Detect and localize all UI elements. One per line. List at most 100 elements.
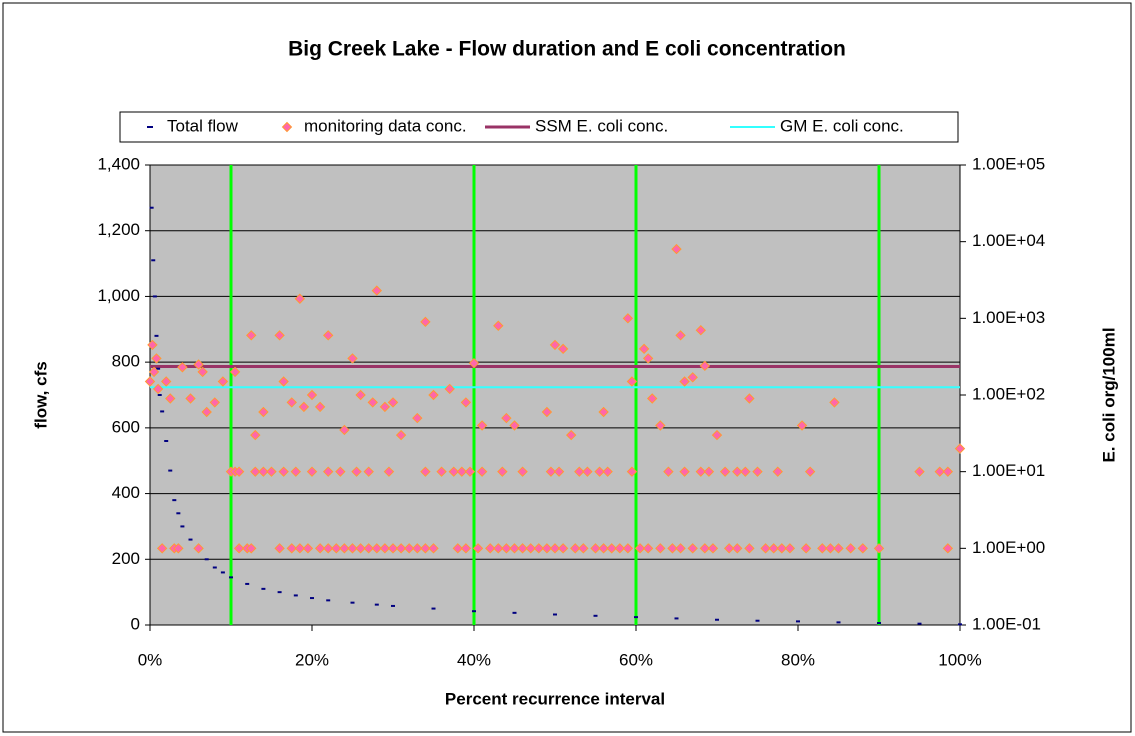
sample-point xyxy=(278,376,289,387)
sample-point xyxy=(403,543,415,554)
sample-point xyxy=(634,543,646,554)
x-tick-label: 80% xyxy=(781,650,815,669)
sample-point xyxy=(472,543,484,554)
sample-point xyxy=(626,466,638,477)
sample-point xyxy=(760,543,771,554)
sample-point xyxy=(501,412,512,424)
sample-point xyxy=(695,325,707,336)
sample-point xyxy=(229,366,241,378)
sample-point xyxy=(371,285,383,296)
sample-point xyxy=(768,543,779,554)
sample-point xyxy=(476,466,488,477)
y2-tick-label: 1.00E+04 xyxy=(972,231,1045,250)
sample-point xyxy=(412,412,423,424)
sample-point xyxy=(420,316,431,328)
sample-point xyxy=(152,383,164,395)
sample-point xyxy=(383,466,395,477)
sample-point xyxy=(460,397,472,408)
y2-tick-label: 1.00E+01 xyxy=(972,461,1045,480)
legend-label: GM E. coli conc. xyxy=(780,116,904,135)
sample-point xyxy=(509,543,520,554)
sample-point xyxy=(711,429,723,441)
sample-point xyxy=(545,466,557,477)
sample-point xyxy=(355,389,366,401)
sample-point xyxy=(367,397,378,408)
sample-point xyxy=(687,372,698,383)
sample-point xyxy=(322,543,334,554)
sample-point xyxy=(151,353,162,364)
sample-point xyxy=(679,376,690,387)
sample-point xyxy=(460,543,472,554)
sample-point xyxy=(804,466,816,477)
sample-point xyxy=(286,543,297,554)
sample-point xyxy=(468,357,480,369)
sample-point xyxy=(444,383,455,395)
sample-point xyxy=(574,466,585,477)
y-axis-label: flow, cfs xyxy=(31,361,50,428)
sample-point xyxy=(525,543,536,554)
sample-point xyxy=(294,293,306,304)
sample-point xyxy=(707,543,719,554)
sample-point xyxy=(719,466,731,477)
sample-point xyxy=(314,543,326,554)
sample-point xyxy=(954,443,966,454)
sample-point xyxy=(306,389,318,401)
sample-point xyxy=(772,466,783,477)
sample-point xyxy=(258,406,269,418)
sample-point xyxy=(197,366,208,378)
sample-point xyxy=(476,420,488,431)
sample-point xyxy=(185,393,196,404)
sample-point xyxy=(675,543,686,554)
sample-point xyxy=(387,397,399,408)
sample-point xyxy=(501,543,512,554)
sample-point xyxy=(290,466,302,477)
sample-point xyxy=(456,466,468,477)
y-tick-label: 1,200 xyxy=(97,220,140,239)
sample-point xyxy=(306,466,318,477)
sample-point xyxy=(602,466,613,477)
sample-point xyxy=(578,543,589,554)
sample-point xyxy=(497,466,508,477)
sample-point xyxy=(144,376,156,387)
sample-point xyxy=(209,397,221,408)
sample-point xyxy=(776,543,788,554)
sample-point xyxy=(371,543,383,554)
x-tick-label: 100% xyxy=(938,650,981,669)
sample-point xyxy=(646,393,658,404)
sample-point xyxy=(355,543,366,554)
sample-point xyxy=(723,543,735,554)
sample-point xyxy=(233,466,245,477)
sample-point xyxy=(395,429,407,441)
y2-tick-label: 1.00E+03 xyxy=(972,308,1045,327)
sample-point xyxy=(703,466,715,477)
sample-point xyxy=(331,543,342,554)
sample-point xyxy=(845,543,856,554)
sample-point xyxy=(509,420,520,431)
sample-point xyxy=(533,543,545,554)
sample-point xyxy=(233,543,245,554)
sample-point xyxy=(663,466,674,477)
sample-point xyxy=(347,353,358,364)
sample-point xyxy=(732,466,743,477)
sample-point xyxy=(436,466,447,477)
sample-point xyxy=(800,543,812,554)
sample-point xyxy=(160,376,172,387)
sample-point xyxy=(553,466,565,477)
sample-point xyxy=(541,543,553,554)
sample-point xyxy=(752,466,763,477)
sample-point xyxy=(339,424,350,436)
sample-point xyxy=(387,543,399,554)
sample-point xyxy=(796,420,808,431)
sample-point xyxy=(246,330,257,341)
x-tick-label: 60% xyxy=(619,650,653,669)
y-tick-label: 800 xyxy=(112,352,140,371)
sample-point xyxy=(302,543,314,554)
sample-point xyxy=(274,330,285,341)
sample-point xyxy=(493,320,504,331)
sample-point xyxy=(784,543,796,554)
sample-point xyxy=(517,543,528,554)
y-tick-label: 400 xyxy=(112,483,140,502)
sample-point xyxy=(314,401,326,413)
sample-point xyxy=(322,330,334,341)
